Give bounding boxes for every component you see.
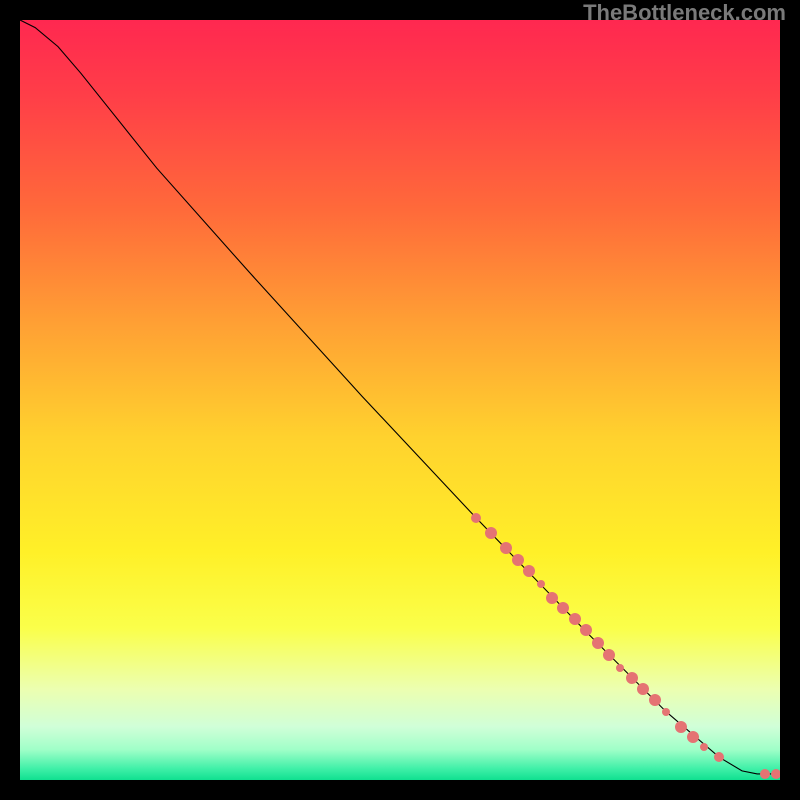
- scatter-point: [557, 602, 569, 614]
- scatter-point: [523, 565, 535, 577]
- scatter-point: [649, 694, 661, 706]
- curve-svg: [20, 20, 780, 780]
- scatter-point: [592, 637, 604, 649]
- scatter-point: [771, 769, 780, 779]
- scatter-point: [569, 613, 581, 625]
- chart-stage: TheBottleneck.com: [0, 0, 800, 800]
- scatter-point: [687, 731, 699, 743]
- scatter-point: [580, 624, 592, 636]
- scatter-point: [760, 769, 770, 779]
- plot-area: [20, 20, 780, 780]
- scatter-point: [700, 743, 708, 751]
- scatter-point: [471, 513, 481, 523]
- scatter-point: [662, 708, 670, 716]
- scatter-point: [500, 542, 512, 554]
- scatter-point: [546, 592, 558, 604]
- scatter-point: [537, 580, 545, 588]
- scatter-point: [485, 527, 497, 539]
- scatter-point: [603, 649, 615, 661]
- scatter-point: [626, 672, 638, 684]
- scatter-point: [637, 683, 649, 695]
- scatter-point: [675, 721, 687, 733]
- curve-line: [20, 20, 780, 774]
- scatter-point: [714, 752, 724, 762]
- scatter-point: [616, 664, 624, 672]
- scatter-point: [512, 554, 524, 566]
